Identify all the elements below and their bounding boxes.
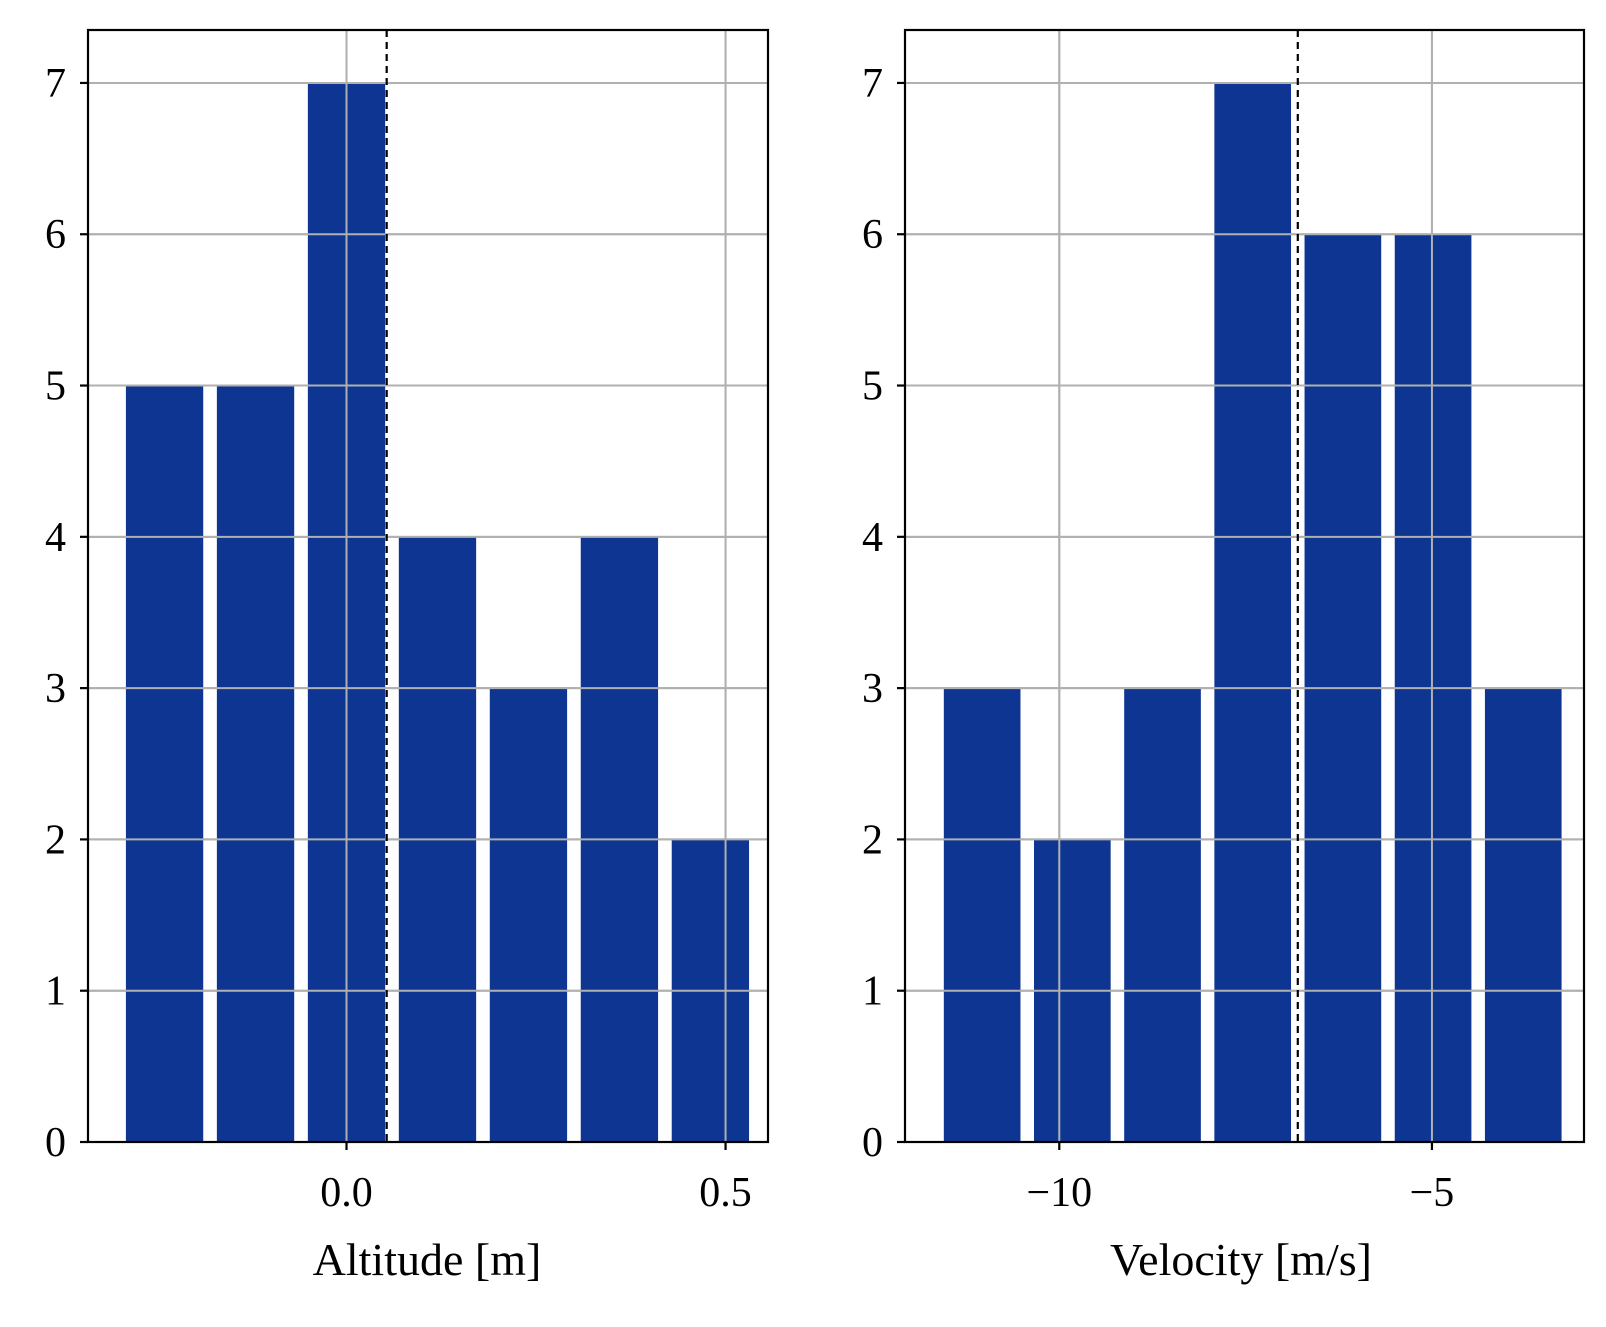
y-tick-label: 1 <box>862 969 883 1015</box>
x-axis-label: Altitude [m] <box>313 1234 542 1285</box>
y-tick-label: 3 <box>45 666 66 712</box>
bars <box>943 82 1562 1143</box>
axes-frame <box>86 28 770 1144</box>
x-tick-label: 0.5 <box>699 1170 752 1216</box>
histogram-bar <box>489 688 568 1142</box>
y-tick-label: 7 <box>862 61 883 107</box>
histogram-bar <box>125 385 204 1142</box>
velocity-histogram-panel: 0 1 2 3 4 5 6 7 −10 −5 Velocity [m/s] <box>862 28 1586 1285</box>
y-tick-label: 4 <box>862 515 883 561</box>
y-tick-label: 1 <box>45 969 66 1015</box>
x-tick-label: 0.0 <box>320 1170 373 1216</box>
x-tick-label: −10 <box>1026 1170 1092 1216</box>
y-tick-label: 6 <box>45 212 66 258</box>
histogram-bar <box>943 688 1021 1142</box>
y-tick-label: 3 <box>862 666 883 712</box>
x-tick-label: −5 <box>1410 1170 1455 1216</box>
y-tick-label: 0 <box>862 1120 883 1166</box>
y-tick-label: 0 <box>45 1120 66 1166</box>
histogram-bar <box>1214 82 1292 1142</box>
y-tick-label: 5 <box>45 364 66 410</box>
y-tick-label: 5 <box>862 364 883 410</box>
histogram-bar <box>1484 688 1562 1142</box>
altitude-histogram-panel: 0 1 2 3 4 5 6 7 0.0 0.5 Altitude [m] <box>45 28 770 1285</box>
y-tick-label: 2 <box>45 817 66 863</box>
bars <box>125 82 750 1142</box>
y-tick-label: 7 <box>45 61 66 107</box>
x-axis-label: Velocity [m/s] <box>1110 1234 1372 1285</box>
axes-frame <box>903 28 1586 1144</box>
histogram-bar <box>1124 688 1201 1142</box>
y-tick-label: 6 <box>862 212 883 258</box>
histogram-bar <box>216 385 295 1142</box>
y-tick-label: 4 <box>45 515 66 561</box>
y-tick-label: 2 <box>862 817 883 863</box>
